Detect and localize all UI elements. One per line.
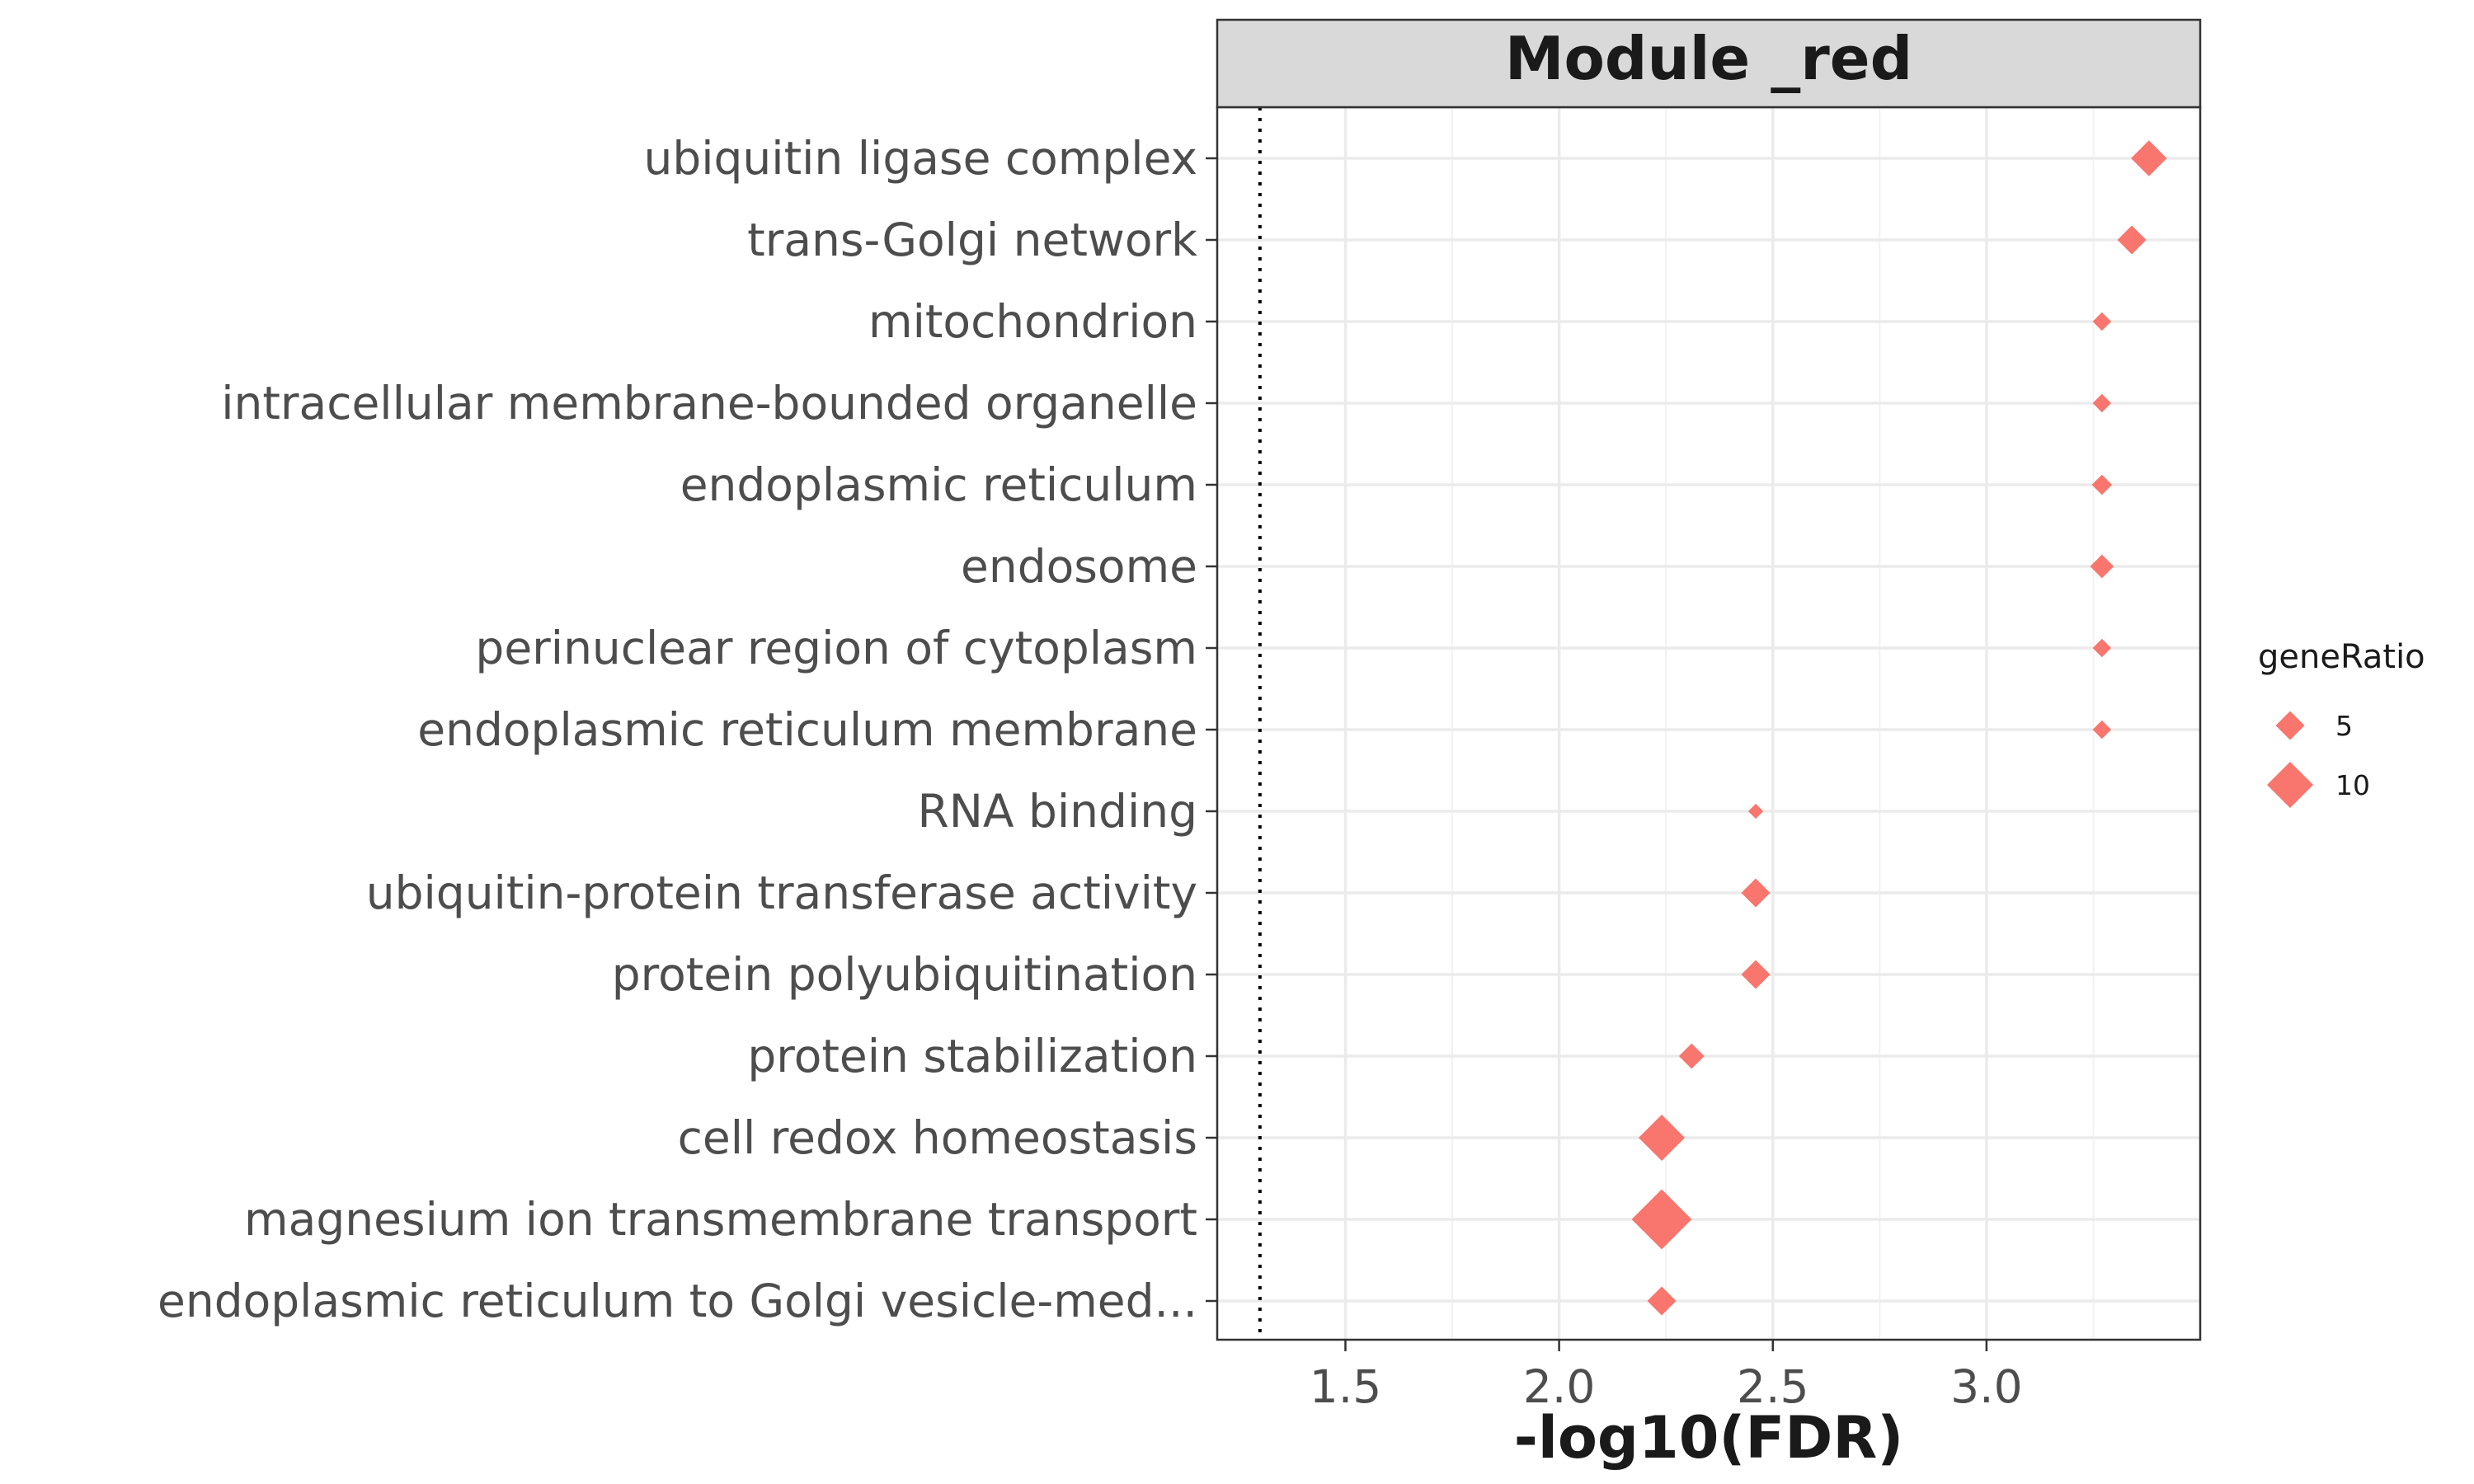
legend-title: geneRatio	[2258, 638, 2425, 676]
data-point	[1741, 878, 1771, 908]
x-axis-title: -log10(FDR)	[1514, 1404, 1903, 1472]
data-point	[1747, 803, 1764, 819]
plot-panel	[1217, 107, 2200, 1340]
x-tick-label: 3.0	[1950, 1360, 2022, 1413]
legend: geneRatio 5 10	[2258, 638, 2425, 808]
y-tick-label: endoplasmic reticulum	[680, 458, 1197, 511]
y-tick-label: mitochondrion	[868, 295, 1197, 348]
legend-label: 5	[2335, 710, 2353, 742]
x-tick-label: 2.0	[1523, 1360, 1595, 1413]
y-tick-label: RNA binding	[918, 785, 1197, 838]
data-point	[2117, 225, 2147, 255]
y-tick-label: ubiquitin-protein transferase activity	[366, 866, 1197, 919]
y-tick-label: protein stabilization	[747, 1030, 1197, 1082]
legend-key	[2275, 711, 2305, 740]
y-tick-label: cell redox homeostasis	[678, 1111, 1197, 1164]
y-tick-label: trans-Golgi network	[747, 214, 1197, 266]
y-tick-label: magnesium ion transmembrane transport	[244, 1193, 1197, 1246]
data-point	[2090, 554, 2114, 579]
facet-title: Module _red	[1505, 24, 1912, 93]
y-tick-label: endosome	[961, 540, 1197, 593]
y-tick-label: endoplasmic reticulum membrane	[417, 703, 1197, 756]
legend-label: 10	[2335, 769, 2370, 801]
data-point	[1741, 960, 1771, 989]
y-axis: ubiquitin ligase complex trans-Golgi netw…	[158, 132, 1217, 1327]
data-points	[1631, 140, 2167, 1316]
data-point	[2091, 474, 2113, 495]
y-tick-label: protein polyubiquitination	[612, 948, 1197, 1001]
data-point	[1647, 1286, 1677, 1316]
data-point	[1678, 1043, 1705, 1069]
grid	[1217, 107, 2200, 1340]
data-point	[2092, 393, 2111, 413]
y-tick-label: endoplasmic reticulum to Golgi vesicle-m…	[158, 1275, 1197, 1327]
x-tick-label: 1.5	[1310, 1360, 1381, 1413]
data-point	[2131, 140, 2167, 176]
x-tick-label: 2.5	[1737, 1360, 1808, 1413]
facet-strip	[1216, 18, 2202, 109]
data-point	[1631, 1189, 1692, 1250]
data-point	[2092, 312, 2111, 331]
y-tick-label: intracellular membrane-bounded organelle	[221, 377, 1197, 430]
x-axis: 1.5 2.0 2.5 3.0	[1310, 1340, 2023, 1413]
y-tick-label: perinuclear region of cytoplasm	[475, 622, 1197, 674]
y-tick-label: ubiquitin ligase complex	[643, 132, 1197, 185]
data-point	[2092, 638, 2111, 658]
data-point	[2092, 720, 2111, 740]
data-point	[1638, 1115, 1685, 1161]
legend-key	[2267, 762, 2313, 808]
